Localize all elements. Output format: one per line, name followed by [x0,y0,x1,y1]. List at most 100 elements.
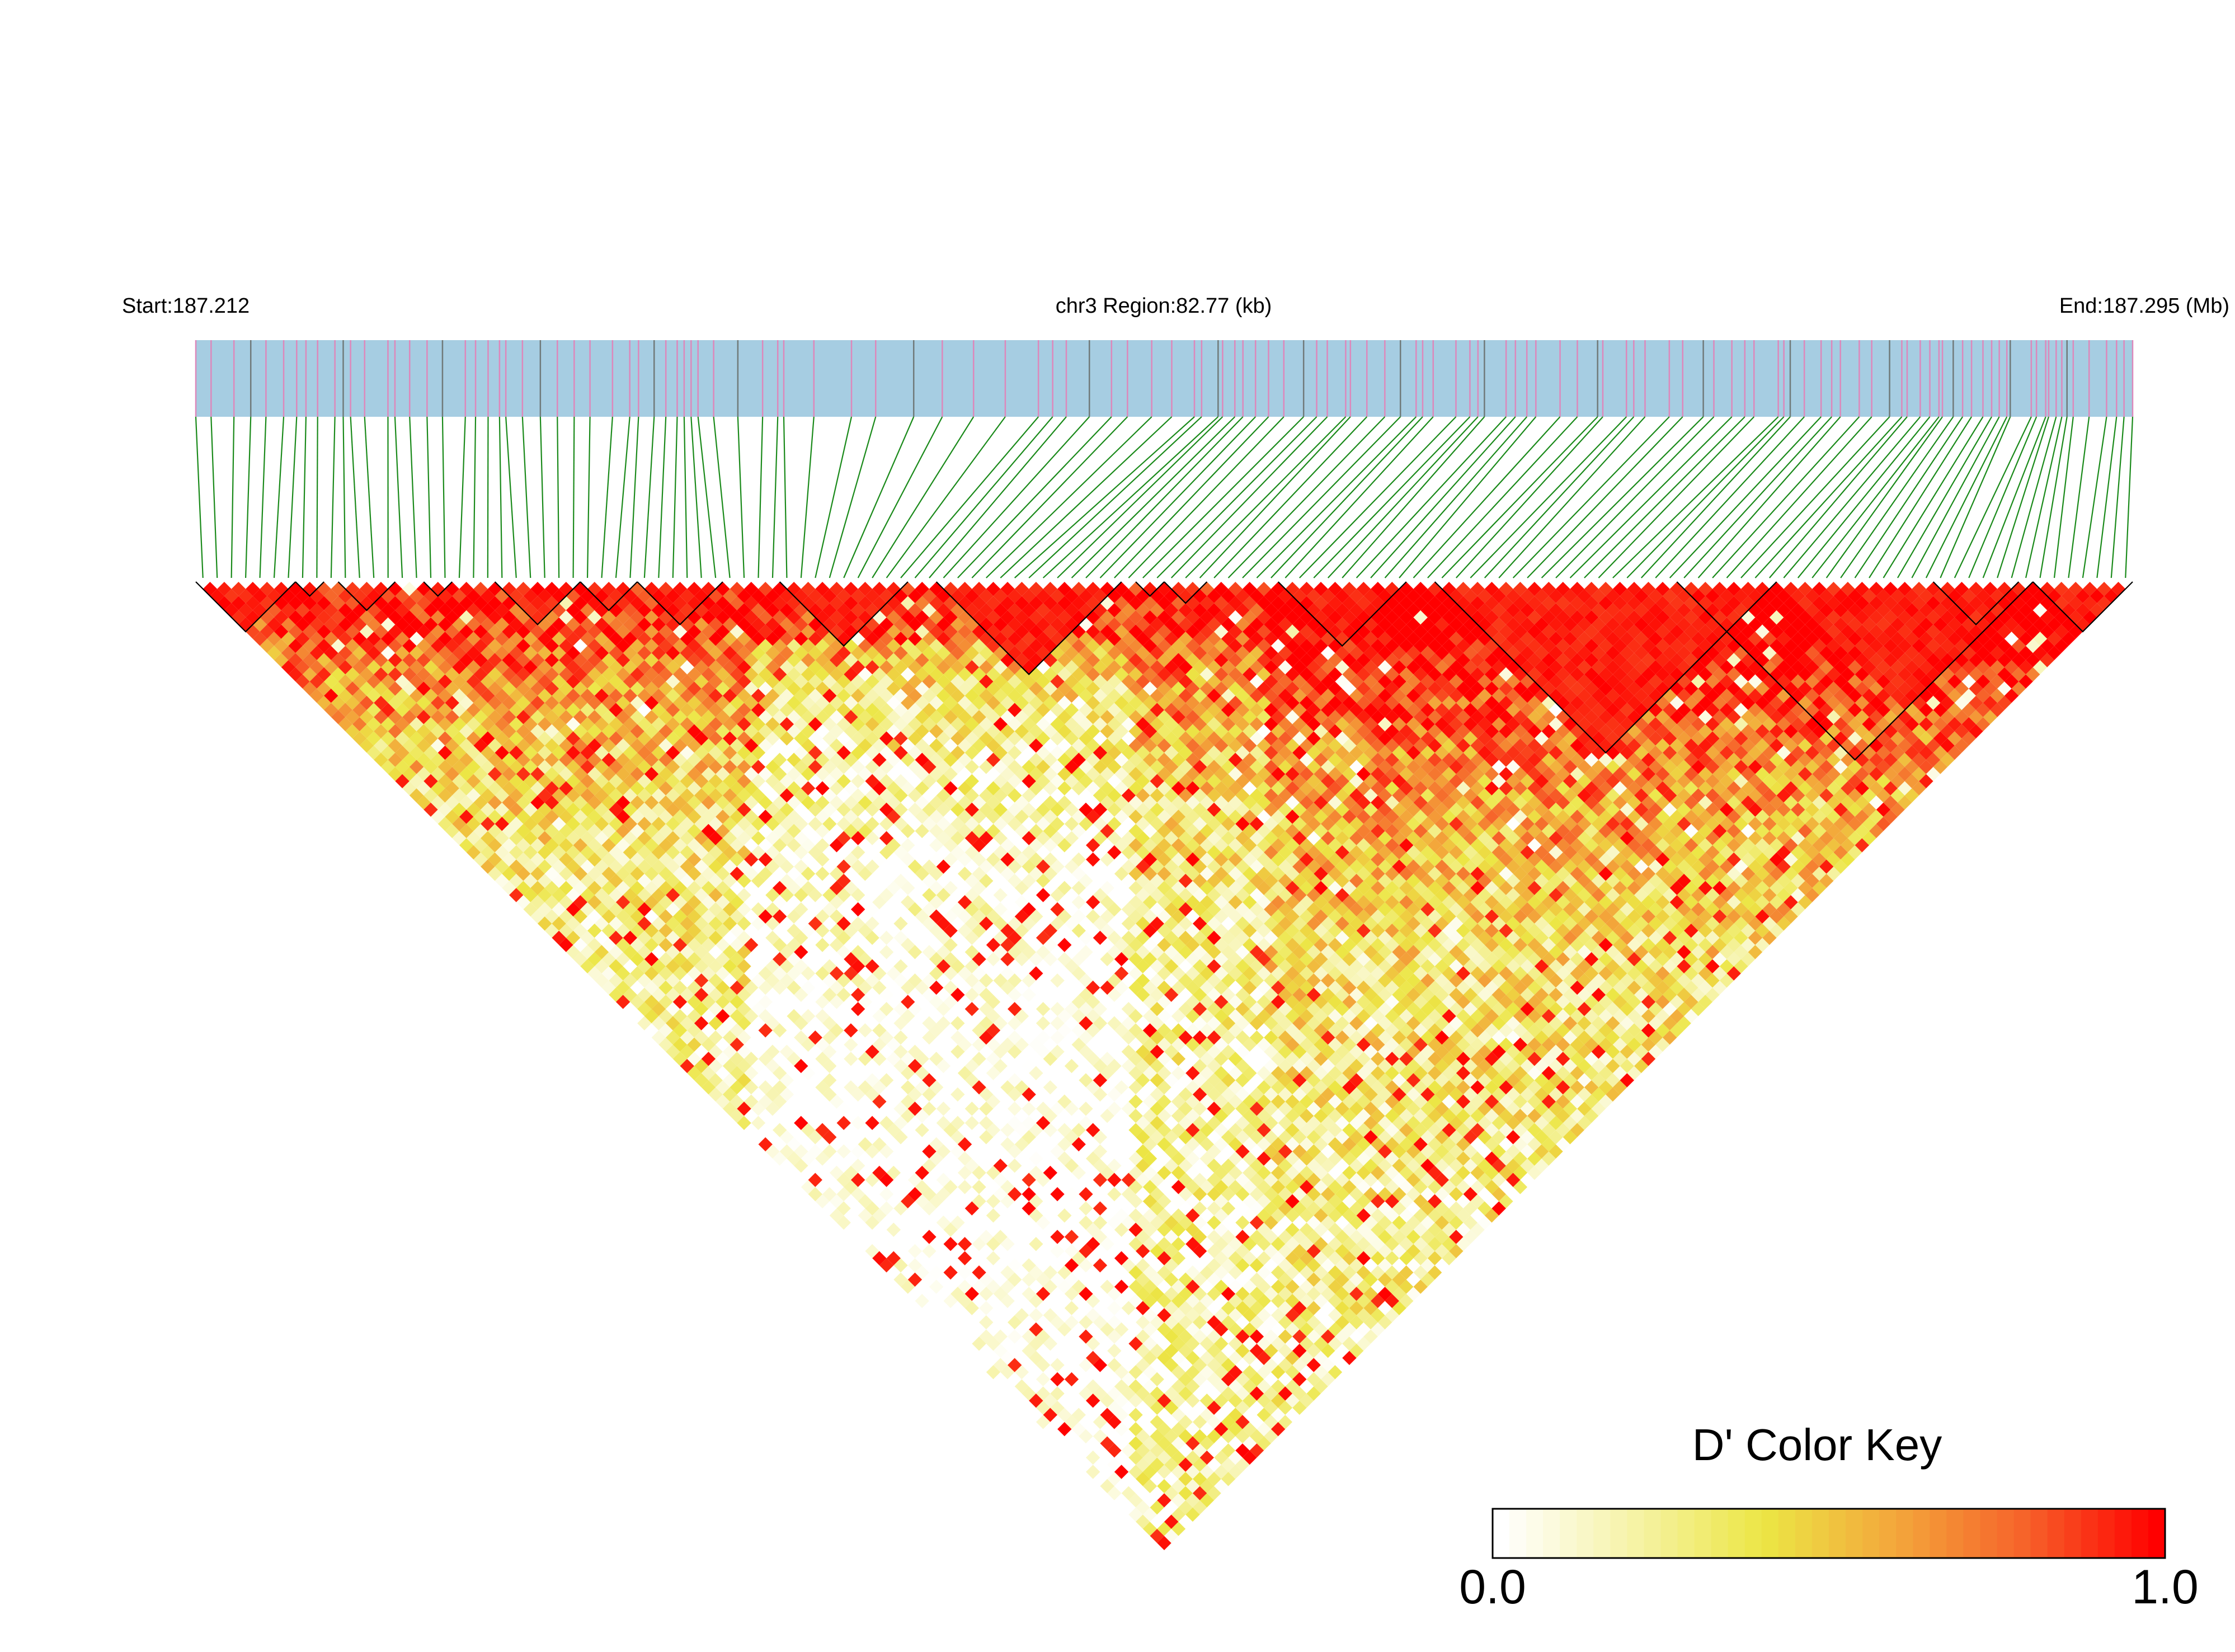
ld-cell [1079,1215,1093,1230]
ld-cell [979,1244,994,1259]
ld-cell [331,695,346,710]
ld-cell [651,817,666,831]
ld-cell [338,674,353,689]
region-label: chr3 Region:82.77 (kb) [1056,294,1272,318]
ld-cell [1264,1415,1278,1429]
ld-cell [530,653,545,667]
ld-cell [1036,1400,1051,1415]
ld-cell [466,745,481,760]
ld-cell [716,952,730,967]
ld-cell [566,788,581,803]
ld-cell [516,752,531,767]
ld-cell [424,745,438,760]
ld-cell [288,624,303,639]
ld-cell [979,1287,994,1301]
ld-cell [957,1194,972,1209]
ld-cell [544,881,559,896]
ld-cell [530,667,545,682]
ld-cell [744,1123,759,1137]
snp-connector [1213,416,1368,578]
ld-cell [744,909,759,924]
ld-cell [943,1251,958,1265]
ld-cell [1057,1251,1072,1265]
ld-cell [979,1272,994,1287]
ld-cell [929,1194,944,1209]
ld-cell [416,795,431,810]
ld-cell [1057,1308,1072,1322]
ld-cell [1199,1493,1215,1508]
ld-cell [587,724,602,739]
ld-cell [936,1201,951,1216]
ld-cell [495,831,510,845]
ld-cell [907,1215,923,1230]
snp-connector [1227,416,1386,578]
ld-cell [1007,1244,1022,1259]
ld-cell [388,752,403,767]
ld-cell [309,603,324,618]
ld-cell [623,831,638,845]
ld-cell [523,646,538,661]
ld-cell [1036,1358,1051,1372]
ld-cell [758,1023,773,1038]
ld-cell [964,1258,980,1273]
ld-cell [794,959,808,974]
ld-cell [424,603,438,618]
ld-cell [666,1016,680,1030]
ld-cell [1050,1258,1065,1273]
ld-cell [495,660,510,675]
ld-cell [1079,1443,1093,1458]
ld-cell [637,802,652,817]
ld-cell [1007,1358,1022,1372]
ld-cell [601,724,616,739]
snp-connector [1612,416,1779,578]
ld-cell [1029,1322,1043,1337]
ld-cell [559,838,573,853]
ld-cell [722,845,737,860]
ld-cell [1107,1301,1122,1315]
ld-cell [509,745,524,760]
ld-cell [943,1137,958,1152]
snp-connector [857,416,943,578]
ld-cell [481,632,495,646]
ld-cell [979,1201,994,1216]
ld-cell [530,681,545,696]
ld-cell [1000,1151,1015,1166]
ld-cell [459,724,474,739]
ld-cell [964,1158,980,1173]
ld-cell [858,1123,873,1137]
ld-cell [1107,1415,1122,1429]
ld-cell [822,1030,837,1045]
ld-cell [317,667,331,682]
ld-cell [615,980,630,995]
ld-cell [552,802,566,817]
ld-cell [388,724,403,739]
ld-cell [644,966,659,981]
ld-cell [424,760,438,774]
ld-cell [345,624,360,639]
ld-cell [957,1208,972,1223]
ld-cell [409,617,424,632]
ld-cell [380,603,396,618]
ld-cell [473,838,488,853]
ld-cell [302,653,317,667]
ld-cell [1050,1301,1065,1315]
ld-cell [716,995,730,1009]
ld-cell [666,1001,680,1016]
ld-cell [324,660,338,675]
ld-cell [623,774,638,789]
ld-cell [637,902,652,917]
ld-cell [509,774,524,789]
ld-cell [822,1073,837,1088]
ld-cell [374,681,388,696]
ld-cell [537,817,552,831]
ld-cell [957,1265,972,1280]
ld-cell [338,632,353,646]
ld-cell [1007,1173,1022,1187]
ld-cell [1164,1500,1179,1515]
ld-cell [544,738,559,753]
ld-cell [758,881,773,896]
ld-cell [481,817,495,831]
ld-cell [787,923,801,938]
snp-connector [1427,416,1578,578]
ld-cell [1185,1465,1200,1479]
